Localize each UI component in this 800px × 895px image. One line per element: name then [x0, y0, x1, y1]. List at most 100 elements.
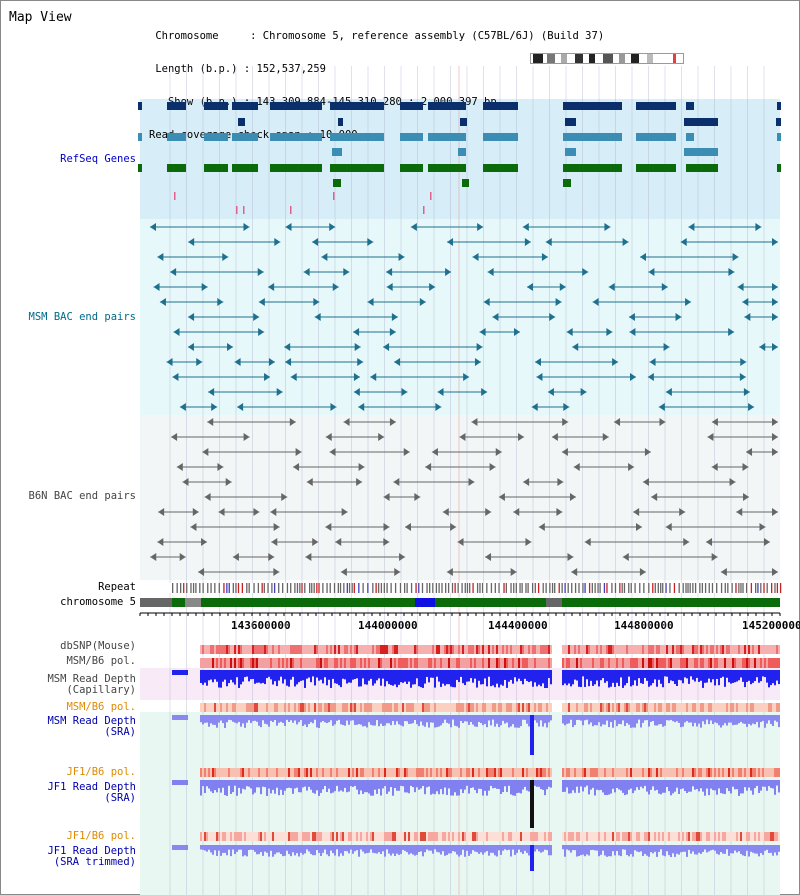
jf1-trim-depth [468, 845, 470, 856]
msm-bac-label[interactable]: MSM BAC end pairs [28, 311, 136, 323]
dbsnp-heat [406, 645, 408, 654]
dbsnp-heat [774, 645, 776, 654]
msm-sra-depth [292, 715, 294, 723]
jf1-pol-heat [528, 768, 530, 777]
jf1-pol2-heat [696, 832, 698, 841]
msm-pol-heat [754, 658, 756, 668]
msm-pol-heat [354, 658, 356, 668]
msm-sra-depth [616, 715, 618, 727]
jf1-pol-heat [482, 768, 484, 777]
jf1-b6-pol-label-1[interactable]: JF1/B6 pol. [66, 766, 136, 778]
b6n-bac-end [176, 463, 183, 471]
jf1-sra-depth [234, 780, 236, 786]
msm-b6-pol-label-1[interactable]: MSM/B6 pol. [66, 655, 136, 667]
jf1-sra-depth [342, 780, 344, 792]
jf1-b6-pol-label-2[interactable]: JF1/B6 pol. [66, 830, 136, 842]
dbsnp-heat [588, 645, 590, 654]
jf1-sra-depth [434, 780, 436, 795]
repeat-mark [339, 583, 342, 593]
msm-pol-heat [224, 658, 226, 668]
msm-cap-depth [430, 670, 432, 678]
jf1-pol-heat [390, 768, 392, 777]
msm-pol2-heat [258, 703, 260, 712]
msm-pol2-heat [540, 703, 542, 712]
msm-pol-heat [276, 658, 278, 668]
msm-pol-heat [446, 658, 448, 668]
jf1-pol2-heat [728, 832, 730, 841]
repeat-mark [498, 583, 500, 593]
repeat-mark [621, 583, 623, 593]
jf1-sra-depth [696, 780, 698, 789]
refseq-label[interactable]: RefSeq Genes [60, 153, 136, 165]
dbsnp-heat [574, 645, 576, 654]
repeat-mark [763, 583, 765, 593]
repeat-mark [248, 583, 250, 593]
jf1-trim-depth [688, 845, 690, 850]
jf1-sra-depth [432, 780, 434, 794]
msm-pol-heat [414, 658, 416, 668]
dbsnp-heat [386, 645, 388, 654]
jf1-pol-heat [314, 768, 316, 777]
msm-pol-heat [390, 658, 392, 668]
msm-cap-depth [436, 670, 438, 677]
msm-cap-depth [268, 670, 270, 677]
jf1-pol2-heat [744, 832, 746, 841]
jf1-trim-depth [268, 845, 270, 857]
jf1-pol-heat [444, 768, 446, 777]
b6n-bac-end [217, 463, 224, 471]
jf1-read-trim-label[interactable]: JF1 Read Depth (SRA trimmed) [47, 845, 136, 868]
jf1-pol2-heat [300, 832, 302, 841]
msm-pol2-heat [626, 703, 628, 712]
jf1-pol-heat [532, 768, 534, 777]
msm-pol2-heat [722, 703, 724, 712]
jf1-trim-depth [696, 845, 698, 855]
msm-sra-depth [416, 715, 418, 725]
msm-pol-heat [296, 658, 298, 668]
msm-pol-heat [474, 658, 476, 668]
msm-cap-depth [662, 670, 664, 688]
jf1-sra-depth [284, 780, 286, 791]
jf1-pol-heat [320, 768, 322, 777]
jf1-pol-heat [654, 768, 656, 777]
jf1-pol-heat [294, 768, 296, 777]
msm-sra-depth [382, 715, 384, 726]
jf1-pol2-heat [210, 832, 212, 841]
jf1-pol2-heat [562, 832, 564, 841]
dbsnp-heat [760, 645, 762, 654]
jf1-sra-depth [762, 780, 764, 787]
msm-cap-depth [740, 670, 742, 678]
chromosome-ideogram[interactable] [530, 53, 684, 64]
jf1-sra-depth [316, 780, 318, 791]
msm-read-cap-label[interactable]: MSM Read Depth (Capillary) [47, 673, 136, 696]
jf1-sra-depth [442, 780, 444, 795]
b6n-bac-label[interactable]: B6N BAC end pairs [28, 490, 136, 502]
b6n-bac-end [636, 523, 643, 531]
msm-pol2-heat [602, 703, 604, 712]
jf1-pol2-heat [240, 832, 242, 841]
repeat-mark [689, 583, 691, 593]
jf1-pol-heat [714, 768, 716, 777]
jf1-sra-depth [542, 780, 544, 790]
msm-cap-depth [290, 670, 292, 680]
repeat-mark [476, 583, 479, 593]
jf1-trim-depth [670, 845, 672, 857]
jf1-sra-depth [544, 780, 546, 796]
jf1-trim-depth [448, 845, 450, 854]
jf1-pol2-heat [458, 832, 460, 841]
msm-read-sra-label[interactable]: MSM Read Depth (SRA) [47, 715, 136, 738]
jf1-trim-depth [362, 845, 364, 852]
msm-cap-depth [630, 670, 632, 687]
msm-pol2-heat [348, 703, 350, 712]
msm-pol-heat [684, 658, 686, 668]
jf1-read-sra-label[interactable]: JF1 Read Depth (SRA) [47, 781, 136, 804]
msm-b6-pol-label-2[interactable]: MSM/B6 pol. [66, 701, 136, 713]
jf1-sra-depth [616, 780, 618, 788]
msm-sra-depth [334, 715, 336, 725]
dbsnp-label[interactable]: dbSNP(Mouse) [60, 640, 136, 652]
msm-pol-heat [272, 658, 274, 668]
msm-pol-heat [328, 658, 330, 668]
jf1-pol2-heat [396, 832, 398, 841]
msm-sra-depth [344, 715, 346, 726]
msm-cap-depth [296, 670, 298, 685]
